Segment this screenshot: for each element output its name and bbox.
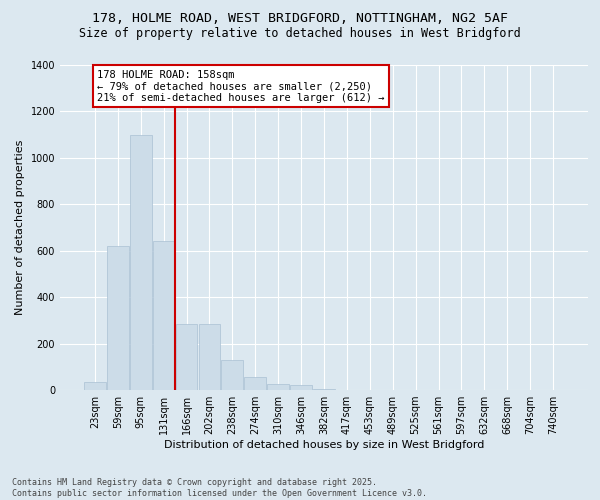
- Text: 178, HOLME ROAD, WEST BRIDGFORD, NOTTINGHAM, NG2 5AF: 178, HOLME ROAD, WEST BRIDGFORD, NOTTING…: [92, 12, 508, 26]
- Bar: [107, 246, 128, 390]
- X-axis label: Distribution of detached houses by size in West Bridgford: Distribution of detached houses by size …: [164, 440, 484, 450]
- Bar: [130, 134, 152, 390]
- Bar: [176, 324, 197, 390]
- Bar: [199, 324, 220, 390]
- Bar: [290, 386, 312, 390]
- Bar: [221, 360, 243, 390]
- Bar: [244, 377, 266, 390]
- Text: Contains HM Land Registry data © Crown copyright and database right 2025.
Contai: Contains HM Land Registry data © Crown c…: [12, 478, 427, 498]
- Y-axis label: Number of detached properties: Number of detached properties: [15, 140, 25, 315]
- Bar: [267, 384, 289, 390]
- Bar: [153, 242, 175, 390]
- Text: Size of property relative to detached houses in West Bridgford: Size of property relative to detached ho…: [79, 28, 521, 40]
- Bar: [313, 389, 335, 390]
- Text: 178 HOLME ROAD: 158sqm
← 79% of detached houses are smaller (2,250)
21% of semi-: 178 HOLME ROAD: 158sqm ← 79% of detached…: [97, 70, 385, 103]
- Bar: [84, 382, 106, 390]
